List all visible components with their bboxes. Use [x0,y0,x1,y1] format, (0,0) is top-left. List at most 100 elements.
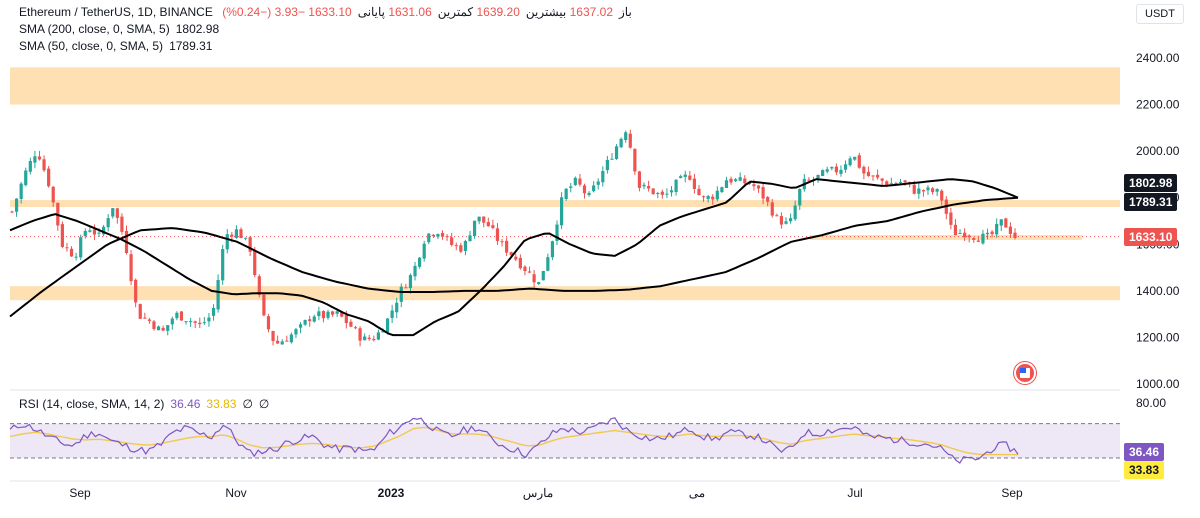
candle-body [440,232,445,237]
rsi-ma-tag: 33.83 [1124,461,1165,479]
candle-body [779,216,784,225]
candle-body [399,286,403,302]
x-tick-label: Nov [225,486,246,500]
candle-body [1013,232,1017,238]
candle-body [903,180,907,183]
candle-body [198,322,202,325]
candle-body [541,270,545,281]
legend-rsi[interactable]: RSI (14, close, SMA, 14, 2) 36.46 33.83 ∅ ∅ [19,396,269,412]
candle-body [963,232,967,238]
open-label: باز [619,5,632,19]
candle-body [69,248,74,257]
candle-body [115,208,119,218]
candle-body [257,276,261,295]
rsi-extra2: ∅ [258,397,270,411]
candle-body [958,233,962,235]
symbol-label[interactable]: Ethereum / TetherUS, 1D, BINANCE [19,5,213,19]
candle-body [665,193,669,195]
candle-body [321,311,326,319]
candle-body [729,178,733,183]
candle-body [573,177,577,186]
candle-body [697,188,701,196]
candle-body [706,196,710,199]
candle-body [880,178,884,181]
candle-body [211,307,216,316]
candle-body [843,164,848,170]
candle-body [578,178,582,185]
candle-body [129,254,133,282]
candle-body [587,192,591,195]
candle-body [60,224,64,247]
sma50-line [9,178,1019,337]
candle-body [376,332,380,340]
candle-body [234,229,239,238]
candle-body [156,326,161,331]
candle-body [47,168,51,187]
rsi-ma-line [9,426,1019,456]
candle-body [546,257,550,271]
candle-body [111,208,115,217]
sma200-value: 1802.98 [175,22,220,36]
candle-body [642,184,646,187]
us-flag-icon[interactable] [1014,362,1036,384]
candle-body [788,218,793,222]
candle-body [756,185,761,189]
candle-body [42,159,46,171]
candle-body [647,186,651,189]
candle-body [92,229,97,235]
x-tick-label: می [689,486,705,500]
quote-currency-button[interactable]: USDT [1136,4,1184,24]
candle-body [161,327,165,331]
candle-body [335,311,339,314]
candle-body [605,159,609,171]
candle-body [326,311,330,318]
candle-body [427,233,431,243]
candle-body [363,336,367,341]
last-price-tag: 1633.10 [1124,228,1178,246]
sr-zone [810,234,1082,240]
candle-body [207,317,211,322]
candle-body [967,235,971,238]
open-value: 1637.02 [569,5,613,19]
sma50-label: SMA (50, close, 0, SMA, 5) [19,39,164,53]
legend-sma200[interactable]: SMA (200, close, 0, SMA, 5) 1802.98 [19,21,219,37]
candle-body [285,340,289,342]
candle-body [912,184,916,194]
candle-body [477,216,481,222]
candle-body [83,230,87,236]
candle-body [358,328,362,341]
candle-body [79,237,83,258]
candle-body [848,158,852,166]
candle-body [866,171,871,177]
candle-body [972,238,976,240]
candle-body [784,221,788,224]
candle-body [505,240,509,253]
candle-body [28,161,32,172]
candle-body [230,234,234,237]
candle-body [509,252,513,256]
candle-body [486,221,490,227]
candle-body [940,190,944,201]
candle-body [830,167,834,169]
candle-body [770,202,774,216]
legend-sma50[interactable]: SMA (50, close, 0, SMA, 5) 1789.31 [19,38,212,54]
candle-body [445,236,449,238]
candle-body [166,325,170,331]
candle-body [216,279,220,310]
candle-body [239,229,243,239]
candle-body [344,315,348,324]
candle-body [262,294,266,316]
low-value: 1631.06 [388,5,432,19]
candle-body [418,257,422,267]
candle-body [152,321,156,329]
candle-body [454,245,458,247]
candle-body [408,275,413,289]
candle-body [289,334,293,343]
candle-body [14,198,19,212]
candle-body [491,225,495,228]
candle-body [715,190,719,200]
candle-body [51,186,55,203]
candle-body [660,191,664,195]
